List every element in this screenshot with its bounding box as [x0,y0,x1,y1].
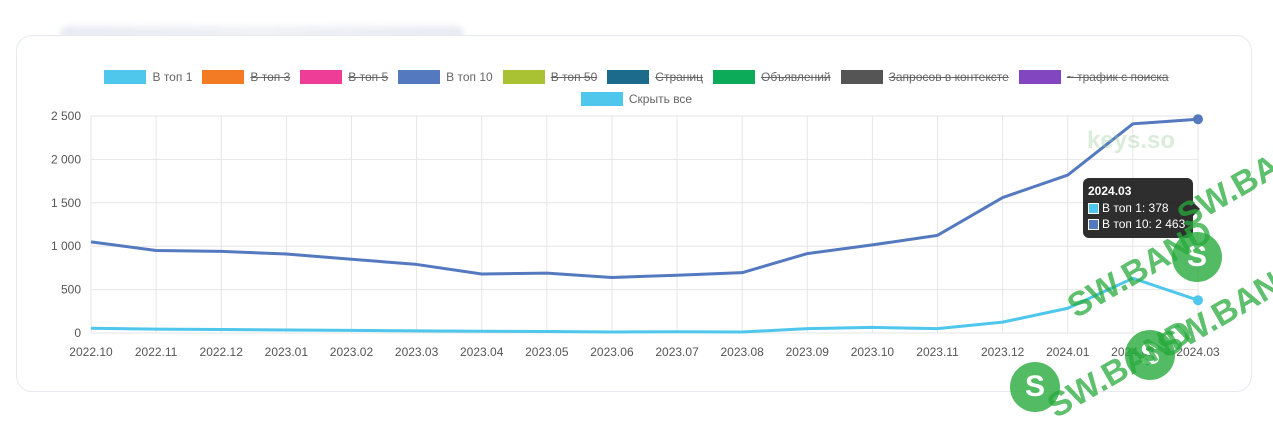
x-tick-label: 2023.01 [265,345,309,359]
tooltip-row-text: В топ 10: 2 463 [1102,217,1186,231]
y-tick-label: 2 000 [51,152,81,166]
legend-swatch [398,70,441,84]
x-tick-label: 2023.10 [851,345,895,359]
legend-label: В топ 50 [550,70,598,84]
x-tick-label: 2024.03 [1176,345,1220,359]
x-tick-label: 2024.01 [1046,345,1090,359]
chart-tooltip: 2024.03 В топ 1: 378 В топ 10: 2 463 [1083,178,1200,238]
legend-item[interactable]: В топ 50 [502,66,598,88]
legend-item[interactable]: В топ 1 [104,66,192,88]
legend-label: Страниц [655,70,703,84]
tooltip-row-text: В топ 1: 378 [1102,201,1169,215]
y-tick-label: 500 [61,283,81,297]
sw-band-logo-icon: S [1172,232,1222,282]
legend-item[interactable]: В топ 3 [202,66,290,88]
legend-label: ~ трафик с поиска [1066,70,1169,84]
legend-label: В топ 1 [152,70,193,84]
y-tick-label: 1 500 [51,196,81,210]
sw-band-logo-icon: S [1010,362,1060,412]
legend-item[interactable]: В топ 10 [398,66,493,88]
keys-so-watermark: keys.so [1087,127,1176,154]
legend-swatch [300,70,343,84]
legend-swatch [580,92,623,106]
y-tick-label: 2 500 [51,109,81,123]
legend-swatch [502,70,545,84]
tooltip-swatch [1088,202,1099,214]
legend-swatch [840,70,883,84]
sw-band-logo-icon: S [1125,330,1175,380]
line-chart: 0 500 1 000 1 500 2 000 2 500 2022.10 2022.11 20… [51,109,1220,359]
legend-label: Скрыть все [628,92,693,106]
legend-label: В топ 10 [446,70,493,84]
data-point [1193,295,1203,306]
legend-item[interactable]: Страниц [607,66,703,88]
tooltip-row: В топ 10: 2 463 [1088,217,1188,231]
tooltip-row: В топ 1: 378 [1088,201,1188,215]
legend-swatch [1018,70,1061,84]
legend-label: В топ 3 [250,70,291,84]
tooltip-title: 2024.03 [1088,184,1132,198]
series-line [90,276,1199,334]
x-tick-label: 2023.07 [655,345,699,359]
legend-label: Запросов в контексте [888,70,1009,84]
x-tick-label: 2023.09 [786,345,830,359]
chart-legend: В топ 1 В топ 3 В топ 5 В топ 10 В топ 50 Стр… [0,66,1273,110]
y-tick-label: 0 [74,326,81,340]
legend-row: Скрыть все [0,88,1273,110]
x-tick-label: 2023.04 [460,345,504,359]
y-tick-label: 1 000 [51,239,81,253]
x-tick-label: 2023.06 [590,345,634,359]
x-tick-label: 2023.11 [916,345,959,359]
x-tick-label: 2023.02 [330,345,374,359]
legend-label: В топ 5 [348,70,389,84]
x-tick-label: 2023.05 [525,345,569,359]
x-tick-label: 2022.12 [200,345,244,359]
data-point [1193,114,1203,125]
legend-row: В топ 1 В топ 3 В топ 5 В топ 10 В топ 50 Стр… [0,66,1273,88]
tooltip-swatch [1088,218,1099,230]
legend-label: Объявлений [761,70,831,84]
legend-hide-all[interactable]: Скрыть все [580,88,693,110]
x-tick-label: 2023.03 [395,345,439,359]
x-tick-label: 2023.12 [981,345,1025,359]
x-tick-label: 2023.08 [720,345,764,359]
legend-item[interactable]: Запросов в контексте [840,66,1009,88]
legend-swatch [202,70,245,84]
legend-swatch [713,70,755,84]
legend-item[interactable]: Объявлений [713,66,831,88]
legend-item[interactable]: ~ трафик с поиска [1018,66,1169,88]
x-tick-label: 2022.10 [69,345,113,359]
x-tick-label: 2022.11 [135,345,178,359]
legend-swatch [607,70,650,84]
legend-item[interactable]: В топ 5 [300,66,388,88]
legend-swatch [104,70,147,84]
series-line [90,117,1199,279]
